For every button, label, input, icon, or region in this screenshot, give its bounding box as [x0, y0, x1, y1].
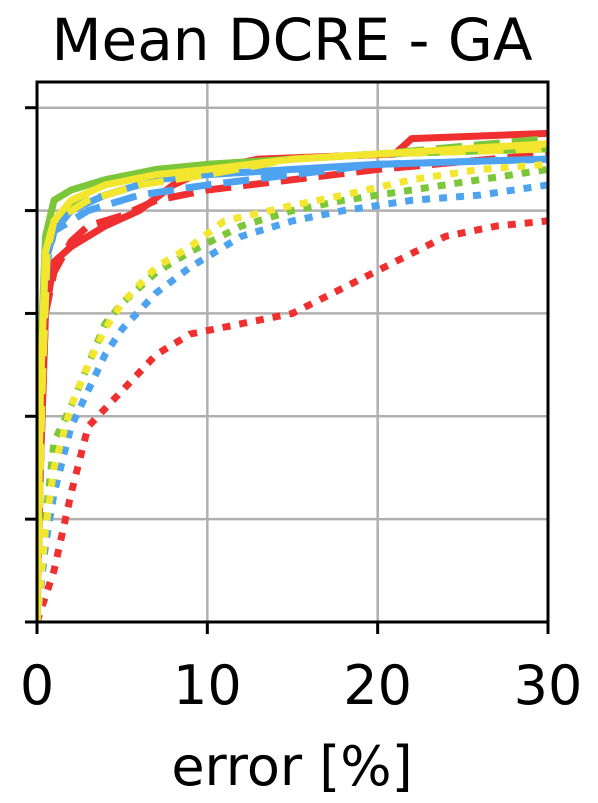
chart-title: Mean DCRE - GA — [52, 6, 533, 74]
x-axis-label: error [%] — [171, 735, 412, 798]
series-line-10 — [37, 145, 548, 622]
series-layer — [37, 129, 548, 622]
series-line-7 — [37, 155, 548, 622]
x-tick-label-1: 10 — [173, 654, 242, 717]
ticks: 0 10 20 30 — [20, 106, 583, 717]
series-line-5 — [37, 165, 548, 622]
x-tick-label-2: 20 — [343, 654, 412, 717]
series-line-8 — [37, 181, 548, 622]
series-line-6 — [37, 155, 548, 622]
series-line-2 — [37, 217, 548, 622]
x-tick-label-3: 30 — [514, 654, 583, 717]
plot-frame — [35, 80, 550, 624]
series-line-0 — [37, 129, 548, 622]
series-line-11 — [37, 160, 548, 622]
x-tick-label-0: 0 — [20, 654, 54, 717]
